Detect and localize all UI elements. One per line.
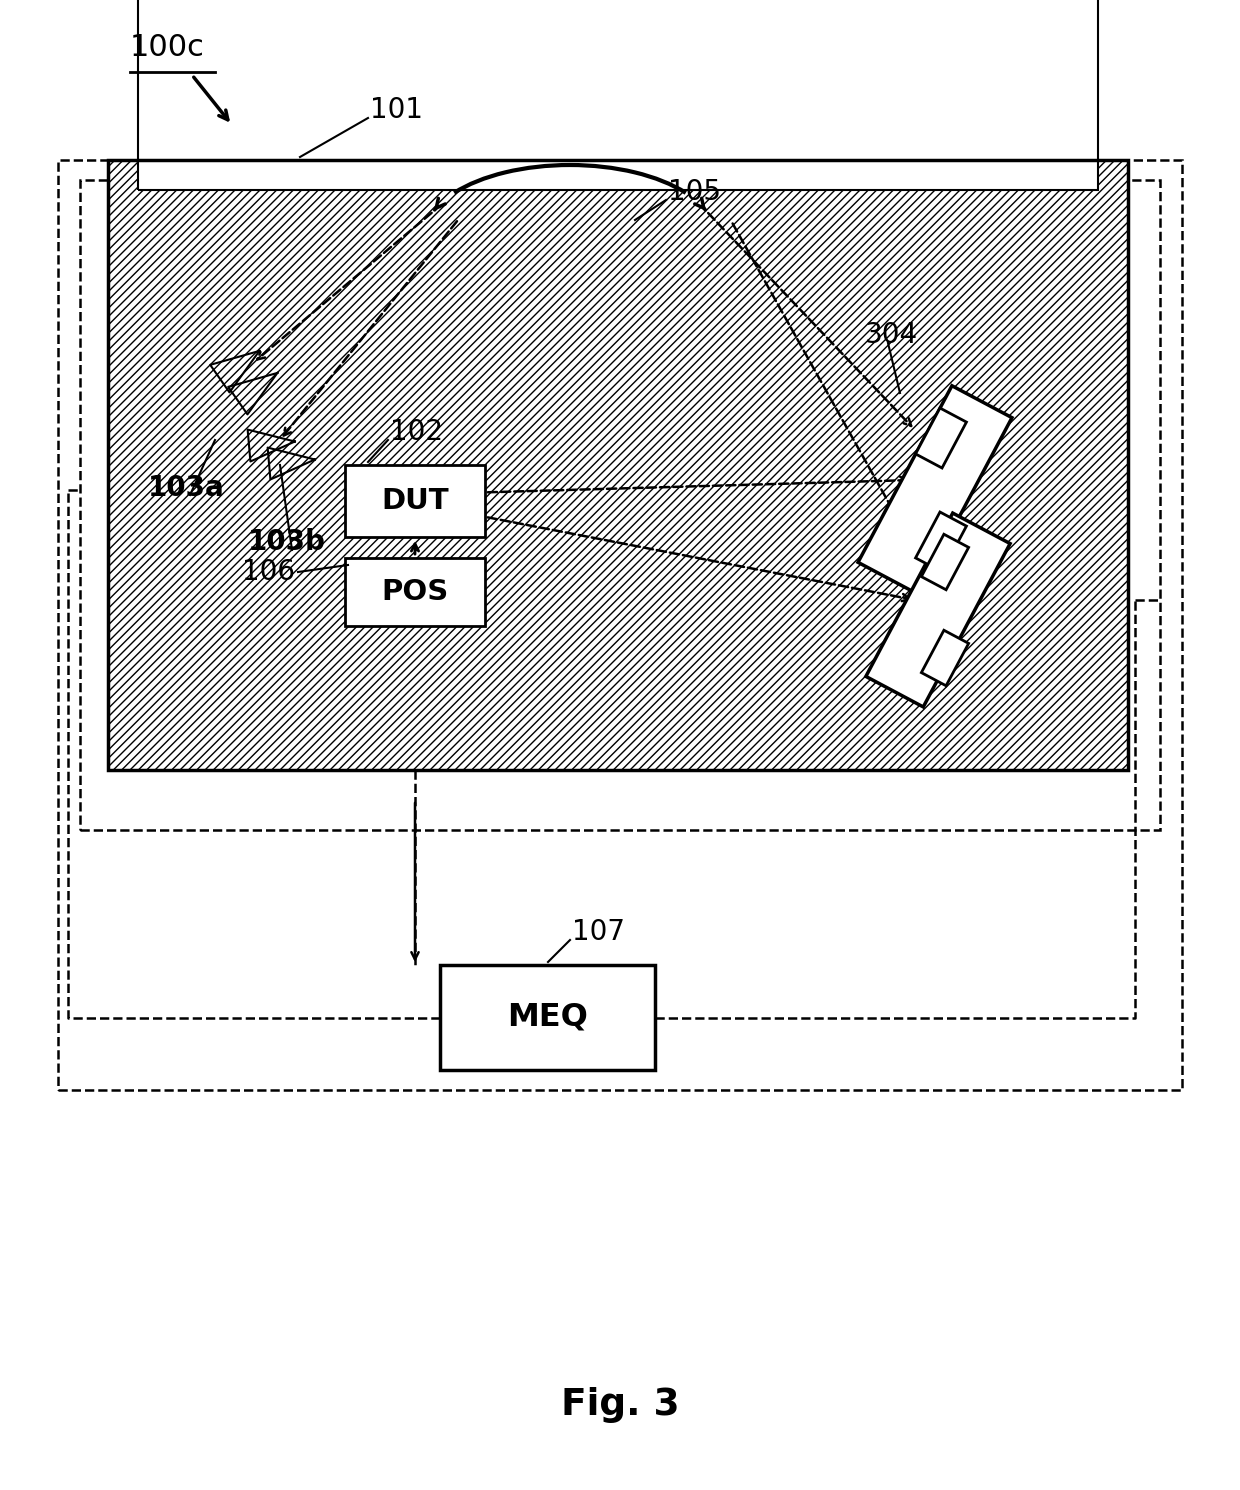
Text: 105: 105 <box>668 177 720 206</box>
Text: 107: 107 <box>572 918 625 946</box>
Text: 103b: 103b <box>248 527 326 556</box>
Polygon shape <box>858 386 1012 595</box>
Text: DUT: DUT <box>381 487 449 516</box>
Text: 102: 102 <box>391 419 443 446</box>
Bar <box>345 557 485 626</box>
Bar <box>108 159 1128 770</box>
Bar <box>440 966 655 1070</box>
Polygon shape <box>866 513 1011 706</box>
Bar <box>81 180 1159 830</box>
Bar <box>138 0 1097 191</box>
Text: MEQ: MEQ <box>507 1001 588 1033</box>
Polygon shape <box>915 513 966 572</box>
Polygon shape <box>921 630 968 685</box>
Bar <box>108 159 1128 770</box>
Text: 100c: 100c <box>130 33 205 63</box>
Text: 106: 106 <box>242 557 295 586</box>
Polygon shape <box>921 535 968 590</box>
Bar <box>58 159 1182 1091</box>
Text: 101: 101 <box>370 95 423 124</box>
Text: POS: POS <box>382 578 449 606</box>
Text: 304: 304 <box>866 320 918 349</box>
Text: Fig. 3: Fig. 3 <box>560 1387 680 1423</box>
Text: 103a: 103a <box>148 474 224 502</box>
Bar <box>138 0 1097 191</box>
Polygon shape <box>915 408 966 468</box>
Bar <box>345 465 485 536</box>
